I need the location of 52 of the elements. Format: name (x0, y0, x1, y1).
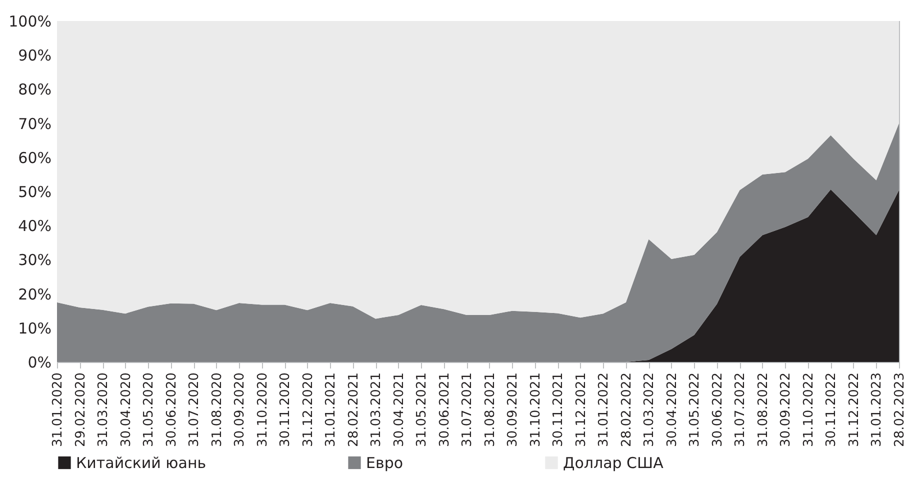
x-tick-label: 31.08.2020 (210, 372, 225, 447)
y-tick-label: 10% (18, 319, 52, 338)
x-tick-label: 30.06.2022 (710, 372, 726, 447)
x-tick-label: 31.01.2022 (596, 372, 612, 447)
x-tick-label: 31.07.2021 (460, 372, 476, 447)
y-tick-label: 20% (18, 285, 52, 304)
x-tick-label: 31.01.2023 (870, 372, 885, 447)
x-tick-label: 31.08.2022 (756, 372, 771, 447)
x-tick-label: 30.04.2022 (664, 372, 680, 447)
x-tick-label: 31.12.2020 (300, 372, 316, 447)
x-tick-label: 29.02.2020 (73, 372, 88, 447)
legend-label: Доллар США (563, 454, 664, 472)
y-tick-label: 80% (18, 80, 52, 99)
x-tick-label: 31.05.2022 (688, 372, 703, 447)
x-tick-label: 31.03.2021 (369, 372, 384, 447)
y-tick-label: 70% (18, 114, 52, 133)
x-tick-label: 30.06.2021 (437, 372, 452, 447)
x-tick-label: 31.03.2020 (96, 372, 112, 447)
x-tick-label: 30.04.2021 (392, 372, 407, 447)
y-tick-label: 90% (18, 46, 52, 65)
x-tick-label: 31.01.2021 (324, 372, 339, 447)
x-tick-label: 31.12.2022 (846, 372, 862, 447)
x-tick-label: 30.11.2021 (551, 372, 566, 447)
y-tick-label: 50% (18, 183, 52, 201)
x-tick-label: 31.10.2020 (255, 372, 270, 447)
x-tick-label: 31.01.2020 (50, 372, 66, 447)
x-tick-label: 31.12.2021 (574, 372, 589, 447)
x-tick-label: 31.03.2022 (642, 372, 658, 447)
y-tick-label: 0% (28, 354, 52, 372)
x-tick-label: 31.07.2022 (733, 372, 748, 447)
x-tick-label: 31.08.2021 (482, 372, 498, 447)
y-tick-label: 100% (8, 12, 52, 30)
x-tick-label: 30.06.2020 (164, 372, 180, 447)
x-tick-label: 31.05.2021 (414, 372, 430, 447)
x-tick-label: 30.11.2022 (824, 372, 840, 447)
legend-label: Китайский юань (76, 454, 206, 472)
x-tick-label: 28.02.2022 (619, 372, 634, 447)
x-tick-label: 31.10.2022 (801, 372, 816, 447)
x-tick-label: 31.05.2020 (142, 372, 157, 447)
x-tick-label: 28.02.2021 (346, 372, 362, 447)
x-tick-label: 31.07.2020 (187, 372, 202, 447)
x-tick-label: 31.10.2021 (528, 372, 544, 447)
x-tick-label: 30.09.2021 (506, 372, 521, 447)
y-tick-label: 40% (18, 217, 52, 236)
y-tick-label: 60% (18, 148, 52, 167)
x-tick-label: 30.04.2020 (118, 372, 134, 447)
legend-label: Евро (366, 454, 404, 472)
x-tick-label: 30.11.2020 (278, 372, 294, 447)
x-tick-label: 30.09.2020 (232, 372, 248, 447)
x-tick-label: 30.09.2022 (778, 372, 794, 447)
x-tick-label: 28.02.2023 (892, 372, 908, 447)
y-tick-label: 30% (18, 251, 52, 270)
